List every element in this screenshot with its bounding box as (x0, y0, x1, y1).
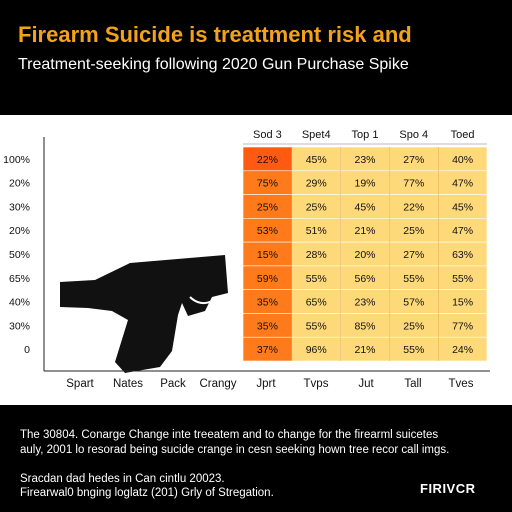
row-label: 30% (9, 201, 30, 213)
cell-value: 45% (452, 201, 473, 213)
chart-panel: 100% 20% 30% 20% 50% 65% 40% 30% 0 Sod 3 Spet4 Top… (0, 115, 512, 405)
cell-value: 24% (452, 344, 473, 356)
cell-value: 22% (257, 154, 278, 166)
cell-value: 28% (306, 249, 327, 261)
cell-value: 45% (306, 154, 327, 166)
cell-value: 35% (257, 320, 278, 332)
column-header: Sod 3 (253, 129, 282, 141)
cell-value: 96% (306, 344, 327, 356)
cell-value: 51% (306, 225, 327, 237)
column-header: Spet4 (302, 129, 331, 141)
cell-value: 85% (354, 320, 375, 332)
cell-value: 27% (403, 154, 424, 166)
row-labels: 100% 20% 30% 20% 50% 65% 40% 30% 0 (3, 154, 30, 356)
cell-value: 29% (306, 178, 327, 190)
data-cells: 22% 45% 23% 27% 40% 75% 29% 19% 77% 47% 25% 25% 45% 2… (242, 146, 488, 362)
source-line-1: Sracdan dad hedes in Can cintlu 20023. (20, 473, 225, 485)
brand-logo: FIRIVCR (420, 481, 476, 496)
row-label: 100% (3, 154, 30, 166)
cell-value: 15% (257, 249, 278, 261)
cell-value: 35% (257, 297, 278, 309)
cell-value: 21% (354, 225, 375, 237)
row-label: 65% (9, 273, 30, 285)
cell-value: 25% (403, 225, 424, 237)
cell-value: 25% (306, 201, 327, 213)
cell-value: 37% (257, 344, 278, 356)
cell-value: 19% (354, 178, 375, 190)
row-label: 20% (9, 178, 30, 190)
bottom-label: Tves (449, 378, 474, 390)
chart-svg: 100% 20% 30% 20% 50% 65% 40% 30% 0 Sod 3 Spet4 Top… (3, 129, 490, 390)
cell-value: 47% (452, 178, 473, 190)
cell-value: 45% (354, 201, 375, 213)
chart-subtitle: Treatment-seeking following 2020 Gun Pur… (18, 56, 409, 73)
cell-value: 57% (403, 297, 424, 309)
column-headers: Sod 3 Spet4 Top 1 Spo 4 Toed (243, 129, 487, 145)
bottom-labels: Spart Nates Pack Crangy Jprt Tvps Jut Tall Tves (66, 378, 473, 390)
cell-value: 56% (354, 273, 375, 285)
cell-value: 25% (403, 320, 424, 332)
row-label: 30% (9, 320, 30, 332)
cell-value: 55% (403, 344, 424, 356)
cell-value: 63% (452, 249, 473, 261)
cell-value: 47% (452, 225, 473, 237)
cell-value: 55% (403, 273, 424, 285)
bottom-label: Tvps (304, 378, 329, 390)
cell-value: 23% (354, 297, 375, 309)
bottom-label: Jprt (256, 378, 276, 390)
axis-lines (43, 137, 490, 372)
note-line-1: The 30804. Conarge Change inte treeatem … (20, 429, 439, 441)
cell-value: 55% (306, 320, 327, 332)
cell-value: 55% (306, 273, 327, 285)
column-header: Spo 4 (399, 129, 428, 141)
cell-value: 40% (452, 154, 473, 166)
row-label: 40% (9, 297, 30, 309)
bottom-label: Spart (66, 378, 94, 390)
cell-value: 75% (257, 178, 278, 190)
cell-value: 59% (257, 273, 278, 285)
row-label: 0 (24, 344, 30, 356)
cell-value: 65% (306, 297, 327, 309)
cell-value: 23% (354, 154, 375, 166)
bottom-label: Jut (358, 378, 374, 390)
cell-value: 20% (354, 249, 375, 261)
source-line-2: Firearwal0 bnging loglatz (201) Grly of … (20, 487, 274, 499)
row-label: 20% (9, 225, 30, 237)
row-label: 50% (9, 249, 30, 261)
cell-value: 27% (403, 249, 424, 261)
bottom-label: Tall (404, 378, 421, 390)
cell-value: 53% (257, 225, 278, 237)
bottom-label: Nates (113, 378, 143, 390)
cell-value: 25% (257, 201, 278, 213)
bottom-label: Crangy (199, 378, 236, 390)
cell-value: 22% (403, 201, 424, 213)
cell-value: 77% (452, 320, 473, 332)
cell-value: 55% (452, 273, 473, 285)
column-header: Top 1 (352, 129, 379, 141)
bottom-label: Pack (160, 378, 186, 390)
note-line-2: auly, 2001 lo resorad being sucide crang… (20, 444, 450, 456)
cell-value: 77% (403, 178, 424, 190)
chart-title: Firearm Suicide is treattment risk and (18, 22, 412, 47)
column-header: Toed (451, 129, 475, 141)
handgun-icon (60, 255, 228, 373)
cell-value: 15% (452, 297, 473, 309)
cell-value: 21% (354, 344, 375, 356)
